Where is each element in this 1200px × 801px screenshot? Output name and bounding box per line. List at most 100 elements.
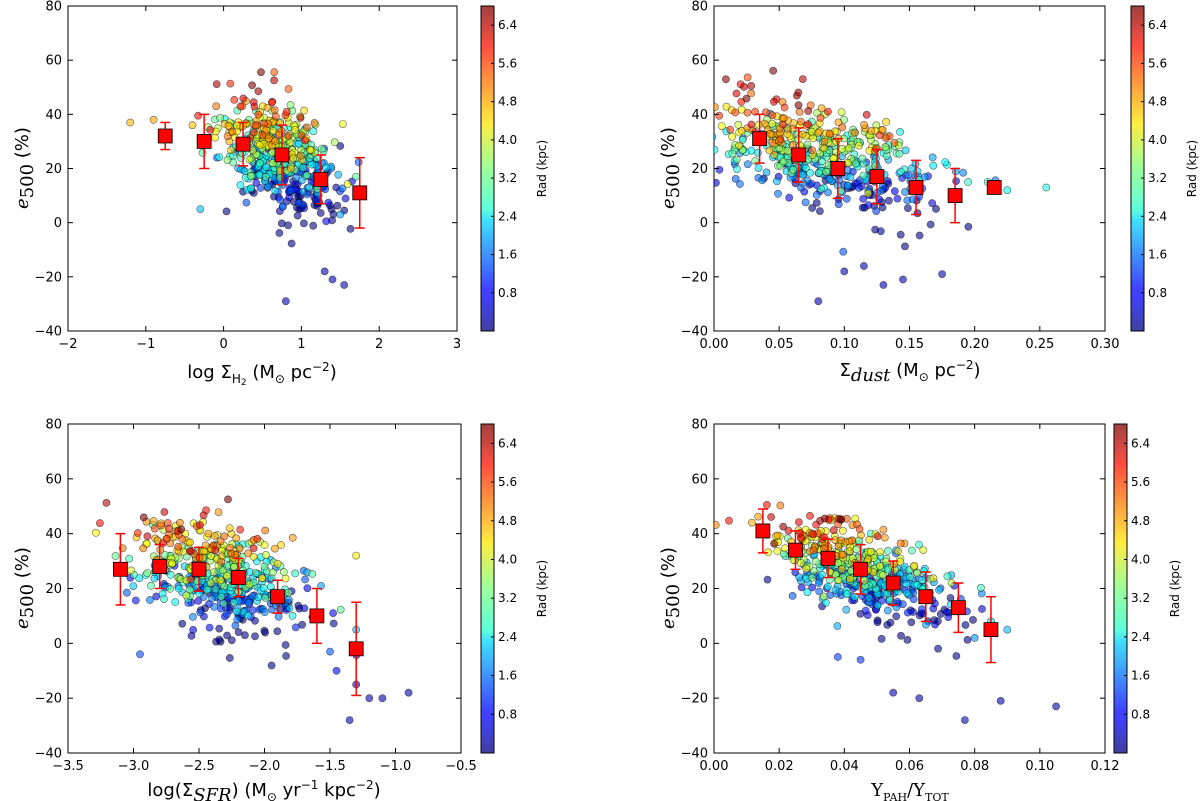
scatter-point bbox=[171, 598, 180, 606]
scatter-point bbox=[308, 570, 317, 578]
x-tick-label: 0.06 bbox=[895, 759, 924, 774]
colorbar-tick-label: 4.0 bbox=[1131, 552, 1150, 566]
y-tick-label: −20 bbox=[35, 270, 62, 285]
colorbar-tick-label: 6.4 bbox=[498, 18, 517, 32]
scatter-point bbox=[879, 571, 887, 579]
scatter-point bbox=[259, 584, 268, 592]
scatter-point bbox=[893, 194, 902, 203]
x-axis-title: log(ΣSFR) (M⊙ yr−1 kpc−2) bbox=[147, 778, 380, 801]
colorbar: 0.8 1.6 2.4 3.2 4.0 4.8 5.6 6.4 Rad (kpc) bbox=[1113, 423, 1182, 754]
scatter-point bbox=[251, 569, 260, 577]
binned-point bbox=[313, 154, 329, 205]
colorbar-gradient bbox=[480, 423, 495, 754]
scatter-point bbox=[652, 114, 659, 121]
y-tick-label: 20 bbox=[45, 582, 62, 597]
binned-marker bbox=[113, 561, 128, 577]
scatter-point bbox=[754, 148, 762, 157]
scatter-point bbox=[260, 541, 269, 549]
scatter-point bbox=[714, 521, 720, 529]
scatter-point bbox=[765, 146, 774, 155]
y-tick-label: −40 bbox=[35, 747, 62, 762]
x-title-sup: −2 bbox=[312, 360, 330, 374]
scatter-point bbox=[232, 534, 241, 543]
scatter-point bbox=[969, 616, 977, 624]
scatter-point bbox=[330, 138, 339, 147]
scatter-point bbox=[780, 103, 789, 112]
scatter-point bbox=[211, 546, 220, 554]
scatter-point bbox=[249, 544, 258, 553]
scatter-point bbox=[886, 596, 894, 604]
scatter-point bbox=[913, 167, 922, 176]
scatter-point bbox=[788, 592, 797, 600]
scatter-point bbox=[903, 636, 912, 644]
scatter-point bbox=[291, 569, 300, 578]
scatter-point bbox=[217, 557, 225, 566]
scatter-point bbox=[770, 539, 778, 548]
x-title-sub: SFR bbox=[193, 785, 231, 801]
scatter-point bbox=[908, 546, 916, 555]
scatter-point bbox=[819, 592, 828, 601]
scatter-point bbox=[767, 513, 775, 521]
scatter-point bbox=[185, 585, 194, 594]
scatter-point bbox=[884, 547, 892, 555]
scatter-point bbox=[913, 569, 921, 577]
y-tick-label: 20 bbox=[45, 162, 62, 177]
scatter-point bbox=[833, 653, 842, 661]
scatter-point bbox=[276, 166, 285, 175]
binned-point bbox=[235, 121, 251, 167]
scatter-point bbox=[139, 544, 148, 553]
scatter-point bbox=[838, 123, 847, 132]
panel-pah: 0.00 0.02 0.04 0.06 0.08 0.10 0.12 −40 −20 0 20 40 6… bbox=[658, 418, 1182, 801]
scatter-point bbox=[273, 627, 282, 636]
scatter-point bbox=[261, 594, 270, 602]
scatter-point bbox=[814, 128, 823, 137]
scatter-point bbox=[806, 168, 814, 177]
scatter-point bbox=[324, 198, 333, 207]
scatter-point bbox=[763, 500, 771, 509]
scatter-point bbox=[288, 612, 297, 620]
scatter-point bbox=[210, 532, 219, 540]
scatter-point bbox=[336, 605, 345, 614]
y-tick-label: 60 bbox=[691, 54, 708, 69]
scatter-point bbox=[938, 270, 946, 278]
x-title-part: Σ bbox=[839, 360, 850, 381]
scatter-point bbox=[253, 535, 262, 543]
x-tick-label: 0 bbox=[219, 337, 227, 352]
binned-point bbox=[983, 595, 999, 664]
scatter-point bbox=[743, 160, 752, 169]
x-tick-label: 0.20 bbox=[960, 337, 989, 352]
scatter-point bbox=[254, 110, 263, 119]
scatter-point bbox=[781, 544, 789, 553]
scatter-point bbox=[856, 655, 865, 664]
scatter-point bbox=[977, 583, 985, 592]
scatter-point bbox=[896, 127, 904, 136]
binned-layer bbox=[755, 508, 999, 664]
scatter-point bbox=[225, 524, 234, 532]
scatter-point bbox=[261, 551, 270, 559]
binned-marker bbox=[947, 188, 963, 203]
scatter-point bbox=[338, 120, 347, 128]
scatter-point bbox=[864, 555, 872, 564]
scatter-point bbox=[226, 549, 235, 558]
scatter-point bbox=[901, 146, 910, 155]
scatter-point bbox=[282, 652, 290, 660]
scatter-point bbox=[259, 119, 268, 128]
scatter-point bbox=[896, 539, 905, 548]
scatter-point bbox=[886, 618, 895, 627]
scatter-point bbox=[773, 531, 782, 540]
scatter-point bbox=[211, 585, 220, 594]
scatter-point bbox=[248, 81, 256, 90]
scatter-point bbox=[760, 119, 769, 128]
colorbar-title: Rad (kpc) bbox=[535, 560, 549, 617]
scatter-point bbox=[978, 605, 986, 613]
scatter-point bbox=[302, 123, 311, 132]
scatter-point bbox=[249, 98, 258, 107]
y-tick-label: 60 bbox=[691, 472, 708, 487]
scatter-point bbox=[145, 596, 154, 604]
scatter-point bbox=[228, 127, 236, 136]
scatter-point bbox=[876, 548, 884, 556]
scatter-point bbox=[329, 619, 338, 628]
colorbar: 0.8 1.6 2.4 3.2 4.0 4.8 5.6 6.4 Rad (kpc) bbox=[1130, 5, 1199, 332]
scatter-point bbox=[136, 650, 144, 659]
